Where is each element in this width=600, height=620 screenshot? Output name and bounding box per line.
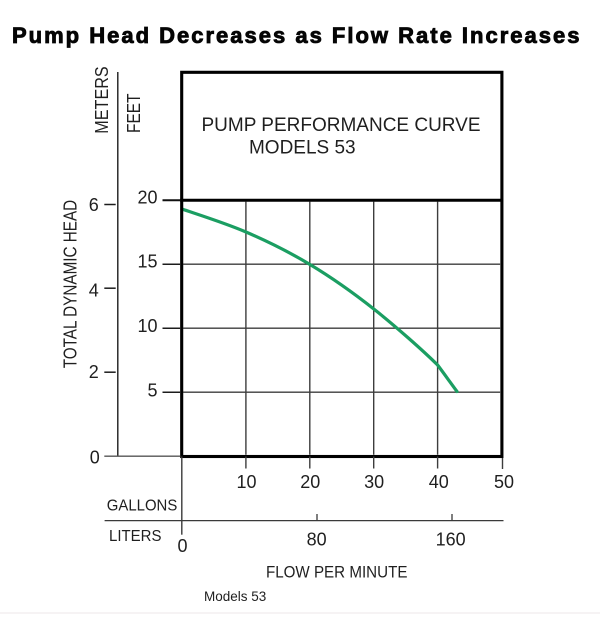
- svg-text:10: 10: [137, 316, 157, 336]
- svg-text:4: 4: [89, 280, 99, 300]
- svg-text:FEET: FEET: [124, 94, 144, 134]
- svg-text:Models 53: Models 53: [204, 589, 266, 604]
- svg-text:LITERS: LITERS: [109, 528, 162, 545]
- svg-text:5: 5: [147, 381, 157, 401]
- svg-text:30: 30: [364, 472, 384, 492]
- svg-text:80: 80: [307, 530, 327, 550]
- svg-text:50: 50: [494, 472, 514, 492]
- svg-text:TOTAL DYNAMIC HEAD: TOTAL DYNAMIC HEAD: [60, 200, 80, 369]
- svg-text:0: 0: [90, 448, 100, 468]
- svg-text:20: 20: [137, 187, 157, 207]
- svg-text:15: 15: [137, 252, 157, 272]
- svg-text:6: 6: [89, 195, 99, 215]
- svg-text:10: 10: [236, 472, 256, 492]
- svg-text:GALLONS: GALLONS: [107, 498, 178, 515]
- svg-text:MODELS 53: MODELS 53: [249, 137, 356, 158]
- svg-text:METERS: METERS: [92, 66, 112, 133]
- svg-text:20: 20: [300, 472, 320, 492]
- svg-text:0: 0: [177, 536, 187, 556]
- svg-text:160: 160: [436, 530, 466, 550]
- svg-text:PUMP PERFORMANCE CURVE: PUMP PERFORMANCE CURVE: [201, 115, 480, 136]
- svg-text:40: 40: [429, 472, 449, 492]
- svg-text:2: 2: [89, 362, 99, 382]
- svg-text:FLOW PER MINUTE: FLOW PER MINUTE: [266, 563, 408, 582]
